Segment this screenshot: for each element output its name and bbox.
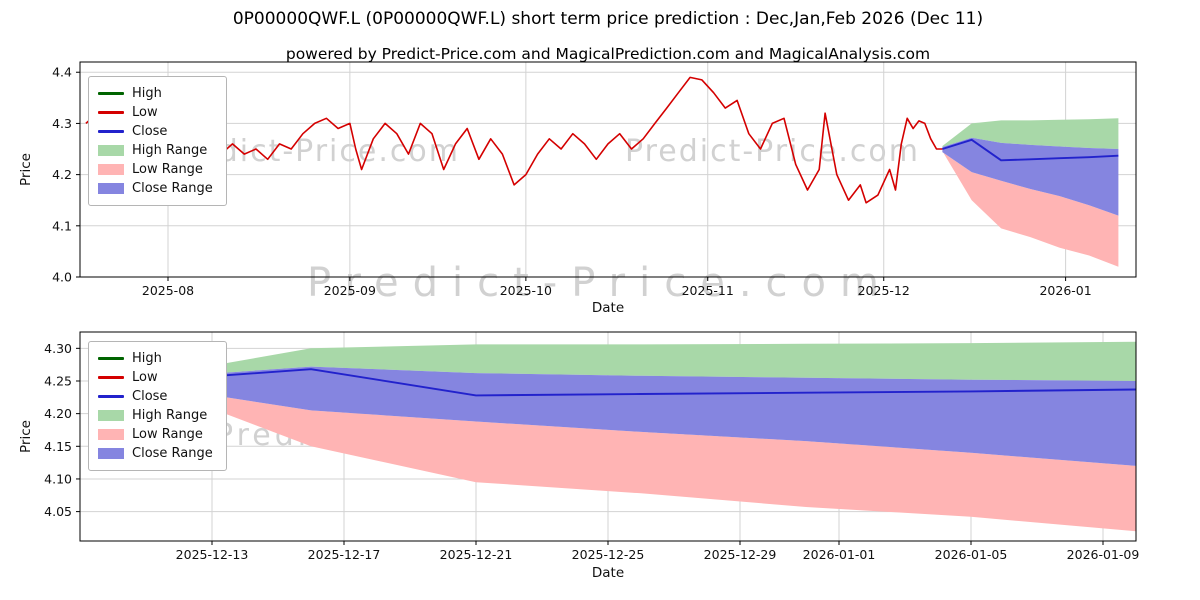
svg-text:4.10: 4.10 [44,471,72,486]
legend-item-close: Close [98,122,213,141]
svg-text:4.0: 4.0 [52,270,72,285]
legend-item-high-range: High Range [98,141,213,160]
close-range-swatch [98,448,124,459]
svg-text:4.30: 4.30 [44,341,72,356]
legend-label: Low [132,105,158,120]
high-range-swatch [98,410,124,421]
svg-text:4.05: 4.05 [44,504,72,519]
legend-label: High [132,351,162,366]
legend-item-close-range: Close Range [98,179,213,198]
low-line-swatch [98,111,124,114]
legend-label: Low [132,370,158,385]
legend-label: Close [132,124,168,139]
legend-label: High Range [132,143,208,158]
low-range-swatch [98,164,124,175]
high-line-swatch [98,92,124,95]
legend-label: Low Range [132,427,203,442]
legend-item-high: High [98,84,213,103]
svg-text:2025-10: 2025-10 [500,283,552,298]
low-range-swatch [98,429,124,440]
svg-text:2025-12-13: 2025-12-13 [176,547,249,562]
svg-text:4.1: 4.1 [52,218,72,233]
svg-text:2025-12-17: 2025-12-17 [308,547,381,562]
svg-text:2025-08: 2025-08 [142,283,194,298]
legend-item-low: Low [98,103,213,122]
legend-label: Close Range [132,181,213,196]
svg-text:2025-12-21: 2025-12-21 [440,547,513,562]
legend-item-low-range: Low Range [98,425,213,444]
svg-text:Price: Price [18,153,34,186]
svg-text:2025-12-25: 2025-12-25 [572,547,645,562]
legend-label: High [132,86,162,101]
svg-text:2025-12: 2025-12 [858,283,910,298]
high-line-swatch [98,357,124,360]
svg-text:4.3: 4.3 [52,116,72,131]
legend-label: Close [132,389,168,404]
svg-text:Price: Price [18,420,34,453]
svg-text:Date: Date [592,300,624,316]
legend-item-high: High [98,349,213,368]
svg-text:2026-01: 2026-01 [1039,283,1091,298]
low-line-swatch [98,376,124,379]
svg-text:2025-09: 2025-09 [324,283,376,298]
high-range-swatch [98,145,124,156]
svg-text:2026-01-01: 2026-01-01 [803,547,876,562]
svg-text:2025-12-29: 2025-12-29 [704,547,777,562]
figure-subtitle: powered by Predict-Price.com and Magical… [285,45,931,63]
close-range-swatch [98,183,124,194]
legend-item-high-range: High Range [98,406,213,425]
svg-text:2026-01-09: 2026-01-09 [1067,547,1140,562]
legend-label: Close Range [132,446,213,461]
svg-text:4.25: 4.25 [44,373,72,388]
legend-label: High Range [132,408,208,423]
legend-bottom-chart: High Low Close High Range Low Range Clos… [88,341,227,471]
svg-text:4.15: 4.15 [44,439,72,454]
figure-title: 0P00000QWF.L (0P00000QWF.L) short term p… [232,9,984,29]
close-line-swatch [98,130,124,133]
svg-text:4.20: 4.20 [44,406,72,421]
svg-text:2026-01-05: 2026-01-05 [935,547,1008,562]
svg-text:2025-11: 2025-11 [682,283,734,298]
legend-item-close-range: Close Range [98,444,213,463]
close-line-swatch [98,395,124,398]
legend-item-close: Close [98,387,213,406]
legend-top-chart: High Low Close High Range Low Range Clos… [88,76,227,206]
svg-text:Date: Date [592,565,624,581]
legend-item-low-range: Low Range [98,160,213,179]
legend-item-low: Low [98,368,213,387]
legend-label: Low Range [132,162,203,177]
svg-text:4.2: 4.2 [52,167,72,182]
svg-text:4.4: 4.4 [52,65,72,80]
